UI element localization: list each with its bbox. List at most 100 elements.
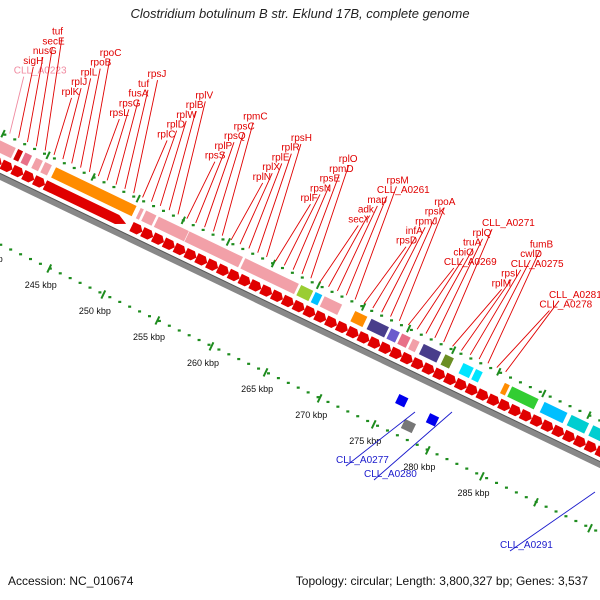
inner-ruler-tick [479, 471, 485, 481]
inner-ruler-dot [584, 524, 588, 527]
gene-leader-line [80, 68, 101, 168]
forward-gene-arrow [0, 159, 13, 173]
gene-box [385, 327, 401, 344]
gene-label: truA [463, 238, 482, 249]
gene-box [318, 295, 343, 316]
gene-leader-line [133, 80, 158, 194]
inner-ruler-dot [217, 348, 221, 351]
ruler-tick [90, 172, 96, 182]
inner-ruler-dot [514, 491, 518, 494]
ruler-dot [171, 214, 175, 217]
ruler-tick [135, 194, 141, 203]
ruler-dot [231, 243, 235, 246]
gene-leader-line [434, 238, 483, 338]
gene-leader-line [372, 236, 416, 309]
gene-leader-line [97, 118, 120, 177]
inner-ruler-dot [415, 443, 419, 446]
ruler-dot [300, 276, 304, 279]
forward-gene-arrow [443, 372, 457, 386]
ruler-dot [499, 371, 503, 374]
gene-box [349, 310, 369, 328]
forward-gene-arrow [540, 419, 554, 432]
ruler-tick [451, 346, 457, 355]
reverse-gene-arrow [395, 393, 409, 408]
gene-label: secE [42, 36, 65, 47]
inner-ruler-dot [78, 281, 82, 284]
gene-leader-line [328, 215, 369, 287]
ruler-tick [45, 151, 51, 160]
inner-ruler-dot [564, 515, 568, 518]
forward-gene-arrow [259, 284, 273, 297]
inner-ruler-dot [157, 319, 161, 323]
forward-gene-arrow [302, 305, 316, 318]
inner-ruler-tick [587, 523, 593, 533]
inner-ruler-dot [19, 253, 23, 256]
ruler-dot [449, 347, 453, 351]
gene-box [365, 317, 390, 339]
inner-ruler-dot [306, 391, 310, 394]
forward-gene-arrow [399, 351, 413, 365]
gene-box [499, 382, 511, 397]
ruler-dot [310, 281, 314, 284]
forward-gene-arrow [464, 383, 478, 396]
ruler-dot [380, 314, 384, 317]
gene-box [12, 148, 24, 163]
inner-ruler-tick [316, 393, 323, 403]
gene-label: CLL_A0271 [482, 218, 535, 229]
inner-ruler-dot [336, 405, 340, 408]
gene-label: cbiO [453, 247, 474, 258]
forward-gene-arrow [453, 377, 467, 391]
ruler-dot [439, 343, 443, 346]
gene-label: rplX [262, 162, 280, 173]
ruler-dot [280, 266, 284, 270]
gene-leader-line [62, 87, 82, 160]
gene-leader-line [345, 196, 388, 296]
ruler-dot [399, 324, 403, 327]
inner-ruler-tick [424, 445, 431, 455]
gene-leader-line [221, 122, 254, 236]
gene-label: secY [348, 214, 371, 225]
gene-label: fusA [128, 89, 148, 100]
forward-gene-arrow [551, 424, 565, 438]
gene-leader-line [177, 101, 206, 215]
gene-label: rplE [272, 152, 290, 163]
gene-label: rplL [81, 67, 98, 78]
gene-label: tuf [52, 27, 63, 38]
gene-leader-line [9, 76, 25, 134]
gene-box [587, 424, 600, 442]
ruler-dot [340, 295, 344, 298]
forward-gene-arrow [507, 403, 521, 417]
gene-label: rpsQ [224, 131, 246, 142]
gene-label: rplM [492, 278, 511, 289]
ruler-dot [419, 333, 423, 336]
forward-gene-arrow [313, 310, 327, 323]
inner-ruler-dot [197, 338, 201, 342]
gene-leader-line [27, 57, 44, 143]
gene-leader-line [88, 58, 111, 172]
gene-label: infA [406, 226, 424, 237]
ruler-dot [578, 409, 582, 413]
ruler-dot [568, 405, 572, 408]
inner-ruler-dot [385, 429, 389, 432]
gene-leader-line [195, 151, 225, 224]
inner-ruler-dot [118, 300, 122, 304]
gene-leader-line [142, 140, 168, 198]
forward-gene-arrow [291, 299, 305, 313]
genome-summary-text: Topology: circular; Length: 3,800,327 bp… [295, 574, 588, 588]
ruler-tick [180, 216, 186, 225]
accession-text: Accession: NC_010674 [8, 574, 134, 588]
reverse-gene-box [400, 418, 416, 434]
ruler-dot [92, 176, 96, 179]
ruler-dot [518, 381, 522, 384]
inner-ruler-dot [326, 400, 330, 404]
gene-label: CLL_A0277 [336, 455, 389, 466]
inner-ruler-dot [554, 510, 558, 513]
gene-label: map [367, 195, 387, 206]
forward-gene-arrow [226, 268, 240, 282]
ruler-dot [3, 133, 7, 136]
forward-gene-arrow [150, 232, 164, 245]
gene-box [140, 209, 158, 227]
gene-label: rpsE [320, 174, 341, 185]
inner-ruler-tick [262, 367, 269, 377]
